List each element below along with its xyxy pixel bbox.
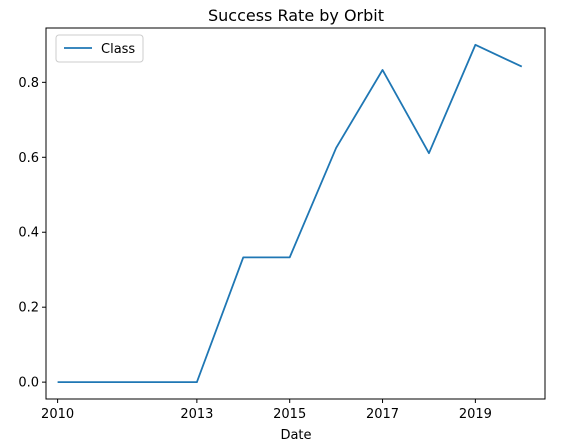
x-tick-label: 2017 [366, 407, 399, 422]
y-tick-label: 0.0 [18, 376, 39, 391]
x-axis: 2010 2013 2015 2017 2019 [41, 399, 492, 422]
y-tick-label: 0.2 [18, 301, 39, 316]
x-tick-label: 2019 [459, 407, 492, 422]
x-tick-label: 2013 [180, 407, 213, 422]
x-tick-label: 2015 [273, 407, 306, 422]
y-tick-label: 0.4 [18, 226, 39, 241]
legend-label: Class [101, 42, 135, 57]
series-line-class [57, 43, 523, 384]
y-axis: 0.0 0.2 0.4 0.6 0.8 [18, 76, 46, 391]
chart-title: Success Rate by Orbit [208, 6, 384, 25]
legend: Class [55, 34, 144, 63]
y-tick-label: 0.6 [18, 151, 39, 166]
legend-box [55, 34, 144, 63]
plot-area [45, 27, 546, 400]
x-tick-label: 2010 [41, 407, 74, 422]
plot-frame [45, 27, 546, 400]
x-axis-label: Date [280, 428, 311, 443]
y-tick-label: 0.8 [18, 76, 39, 91]
